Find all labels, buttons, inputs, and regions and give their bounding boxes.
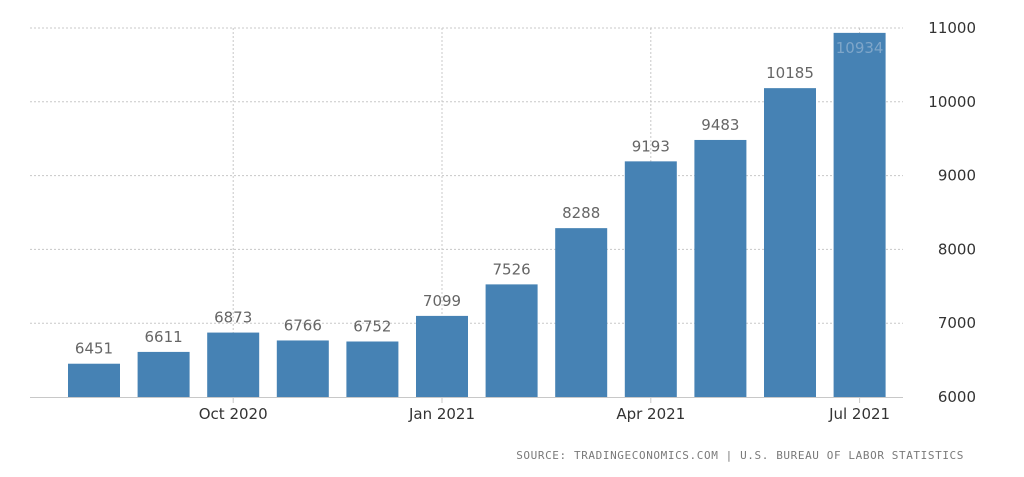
data-labels: 6451 6611 6873 6766 6752 7099 7526 8288 9193 9483… [75,39,884,358]
data-label: 10934 [836,39,884,57]
bar [764,88,816,397]
bar [207,332,260,397]
bar [833,32,886,398]
bar-chart: 6451 6611 6873 6766 6752 7099 7526 8288 9193 9483… [30,19,976,423]
data-label: 6752 [353,318,391,336]
data-label: 6873 [214,309,252,327]
x-tick-label: Jul 2021 [828,405,890,423]
data-label: 7099 [423,292,461,310]
data-label: 7526 [493,260,531,278]
data-label: 9483 [701,116,739,134]
bar [416,315,468,397]
data-label: 6766 [284,316,322,334]
data-label: 9193 [632,137,670,155]
bar [694,139,747,398]
bar [346,341,399,397]
y-tick-label: 7000 [938,314,976,332]
bar [68,363,120,397]
bar [485,284,538,397]
data-label: 6611 [145,328,183,346]
x-axis: Oct 2020 Jan 2021 Apr 2021 Jul 2021 [30,397,903,423]
bar [276,340,329,397]
x-tick-label: Jan 2021 [408,405,475,423]
source-note: SOURCE: TRADINGECONOMICS.COM | U.S. BURE… [516,449,964,462]
bar [624,161,677,397]
x-tick-label: Oct 2020 [199,405,268,423]
x-tick-label: Apr 2021 [616,405,685,423]
y-tick-label: 8000 [938,240,976,258]
bar-series [68,32,886,398]
data-label: 10185 [766,64,814,82]
data-label: 6451 [75,340,113,358]
bar [555,228,608,397]
y-axis: 6000 7000 8000 9000 10000 11000 [928,19,976,406]
y-tick-label: 11000 [928,19,976,37]
data-label: 8288 [562,204,600,222]
bar [137,351,190,397]
y-tick-label: 6000 [938,388,976,406]
y-tick-label: 10000 [928,93,976,111]
y-tick-label: 9000 [938,167,976,185]
